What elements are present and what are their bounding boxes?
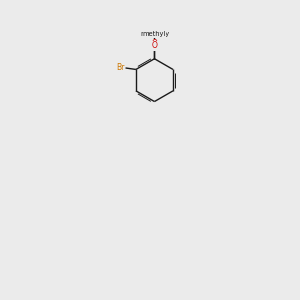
Text: methyl: methyl bbox=[143, 31, 166, 37]
Text: Br: Br bbox=[116, 64, 125, 73]
Text: methoxy: methoxy bbox=[140, 32, 169, 38]
Text: O: O bbox=[152, 39, 158, 48]
Text: O: O bbox=[152, 41, 158, 50]
